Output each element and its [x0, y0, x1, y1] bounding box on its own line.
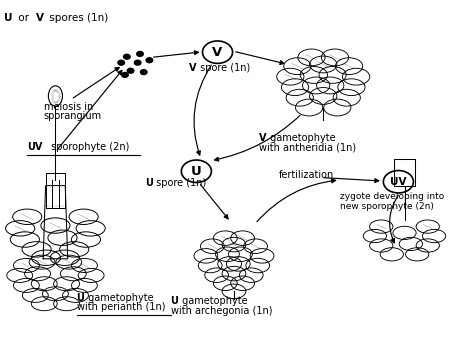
Text: U: U	[145, 178, 153, 188]
Text: U: U	[77, 293, 84, 303]
Text: fertilization: fertilization	[279, 169, 334, 180]
Text: UV: UV	[27, 142, 43, 152]
Circle shape	[137, 52, 143, 56]
Circle shape	[128, 68, 134, 73]
Text: with perianth (1n): with perianth (1n)	[77, 302, 165, 312]
Text: spore (1n): spore (1n)	[153, 178, 206, 188]
Text: with antheridia (1n): with antheridia (1n)	[259, 143, 356, 153]
Text: V: V	[259, 133, 266, 143]
Text: meiosis in: meiosis in	[44, 102, 93, 112]
Text: U: U	[4, 13, 12, 23]
Text: spores (1n): spores (1n)	[46, 13, 109, 23]
Text: V: V	[189, 64, 196, 73]
Text: U: U	[171, 296, 178, 306]
Circle shape	[118, 60, 125, 65]
Text: U: U	[191, 165, 202, 178]
Text: gametophyte: gametophyte	[267, 133, 336, 143]
Text: V: V	[212, 46, 223, 59]
Text: UV: UV	[390, 177, 407, 187]
Circle shape	[134, 60, 141, 65]
Text: new sporophyte (2n): new sporophyte (2n)	[340, 202, 434, 211]
Text: gametophyte: gametophyte	[179, 296, 247, 306]
Circle shape	[122, 72, 128, 77]
Text: zygote developing into: zygote developing into	[340, 192, 444, 201]
Circle shape	[140, 70, 147, 74]
Text: spore (1n): spore (1n)	[197, 64, 251, 73]
Circle shape	[124, 54, 130, 59]
Text: or: or	[16, 13, 33, 23]
Text: with archegonia (1n): with archegonia (1n)	[171, 306, 272, 316]
Text: V: V	[36, 13, 44, 23]
Circle shape	[146, 58, 153, 63]
Text: gametophyte: gametophyte	[85, 293, 154, 303]
Text: sporangium: sporangium	[44, 112, 102, 121]
Text: sporophyte (2n): sporophyte (2n)	[48, 142, 130, 152]
